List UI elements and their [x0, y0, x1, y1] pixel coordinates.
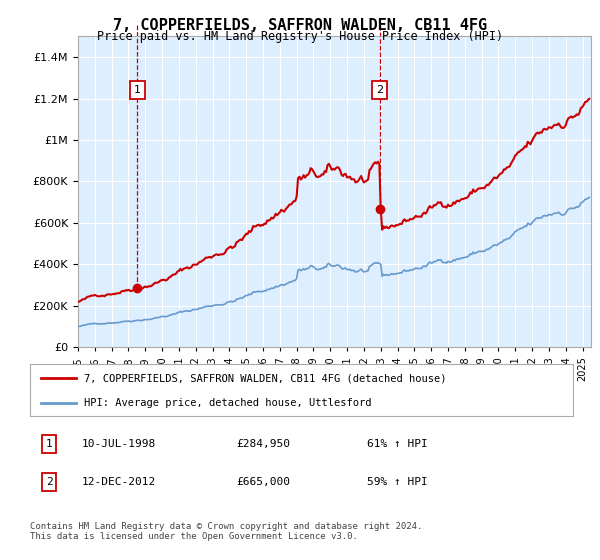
Text: 7, COPPERFIELDS, SAFFRON WALDEN, CB11 4FG: 7, COPPERFIELDS, SAFFRON WALDEN, CB11 4F…	[113, 18, 487, 33]
Text: 1: 1	[134, 85, 141, 95]
Text: £284,950: £284,950	[236, 439, 290, 449]
Text: Contains HM Land Registry data © Crown copyright and database right 2024.
This d: Contains HM Land Registry data © Crown c…	[30, 522, 422, 542]
Text: 2: 2	[46, 477, 52, 487]
Text: £665,000: £665,000	[236, 477, 290, 487]
Text: 59% ↑ HPI: 59% ↑ HPI	[367, 477, 427, 487]
Text: 7, COPPERFIELDS, SAFFRON WALDEN, CB11 4FG (detached house): 7, COPPERFIELDS, SAFFRON WALDEN, CB11 4F…	[85, 374, 447, 384]
Text: Price paid vs. HM Land Registry's House Price Index (HPI): Price paid vs. HM Land Registry's House …	[97, 30, 503, 43]
Text: 61% ↑ HPI: 61% ↑ HPI	[367, 439, 427, 449]
Text: 1: 1	[46, 439, 52, 449]
Text: 2: 2	[376, 85, 383, 95]
Text: 12-DEC-2012: 12-DEC-2012	[82, 477, 156, 487]
Text: 10-JUL-1998: 10-JUL-1998	[82, 439, 156, 449]
Text: HPI: Average price, detached house, Uttlesford: HPI: Average price, detached house, Uttl…	[85, 398, 372, 408]
